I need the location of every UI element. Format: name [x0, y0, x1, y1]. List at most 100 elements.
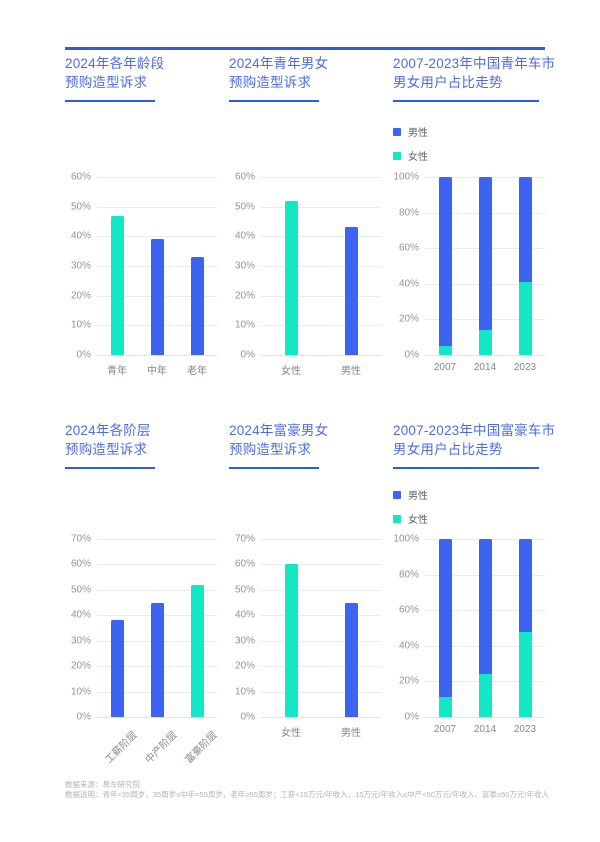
bars-layer [425, 539, 545, 717]
y-axis-tick-label: 0% [404, 711, 419, 723]
legend-label-female: 女性 [408, 515, 428, 526]
y-axis-tick-label: 40% [70, 230, 91, 242]
gridline [97, 206, 217, 208]
x-axis-label-slot: 2014 [465, 724, 505, 735]
x-axis-label: 工薪阶层 [103, 729, 140, 766]
gridline [261, 691, 381, 693]
stacked-bar [478, 177, 492, 355]
gridline [261, 589, 381, 591]
y-axis: 0% 10% 20% 30% 40% 50% 60% [229, 172, 261, 361]
gridline [261, 177, 381, 178]
band [261, 177, 321, 355]
bar [110, 620, 124, 717]
bars-layer [261, 177, 381, 355]
chart-title-line2: 预购造型诉求 [65, 74, 148, 90]
y-axis-tick-label: 30% [234, 635, 255, 647]
y-axis-tick-label: 20% [234, 660, 255, 672]
plot-area [425, 539, 545, 718]
y-axis-tick-label: 10% [234, 319, 255, 331]
gridline [261, 717, 381, 718]
gridline [261, 295, 381, 297]
legend-item-female: 女性 [393, 148, 545, 163]
x-axis-label: 2014 [473, 724, 497, 735]
chart-title-line1: 2007-2023年中国青年车市 [393, 56, 556, 71]
legend-spacer [229, 469, 381, 539]
gridline [261, 640, 381, 642]
x-axis-label: 女性 [281, 728, 301, 739]
bars-layer [97, 539, 217, 717]
gridline [425, 717, 545, 718]
bar-segment-male [478, 177, 492, 331]
gridline [261, 325, 381, 327]
bar-segment-male [478, 539, 492, 675]
x-axis-label-slot: 男性 [321, 724, 381, 739]
gridline [425, 355, 545, 356]
x-axis-label-slot: 2014 [465, 362, 505, 373]
bar-segment-female [438, 697, 452, 717]
x-axis-label-slot: 男性 [321, 362, 381, 377]
bar [190, 257, 204, 355]
y-axis-tick-label: 20% [398, 313, 419, 325]
stacked-bar [518, 177, 532, 355]
bars-layer [261, 539, 381, 717]
y-axis-tick-label: 40% [398, 640, 419, 652]
stacked-bar [438, 539, 452, 717]
y-axis-tick-label: 40% [234, 230, 255, 242]
y-axis-tick-label: 100% [393, 533, 419, 545]
legend-label-female: 女性 [408, 152, 428, 163]
report-content: 2024年各年龄段 预购造型诉求 0% 10% 20% 30% 40% 50% 60% 青年… [65, 47, 556, 768]
y-axis-tick-label: 20% [234, 290, 255, 302]
plot-area [425, 177, 545, 356]
y-axis-tick-label: 60% [234, 558, 255, 570]
y-axis-tick-label: 40% [70, 609, 91, 621]
y-axis-tick-label: 30% [70, 260, 91, 272]
chart-title-line1: 2007-2023年中国富豪车市 [393, 423, 556, 438]
y-axis-tick-label: 80% [398, 207, 419, 219]
y-axis-tick-label: 60% [398, 242, 419, 254]
bar-segment-female [478, 674, 492, 717]
legend-swatch-female-icon [393, 514, 401, 523]
legend: 男性 女性 [393, 469, 545, 539]
title-underline [65, 100, 155, 102]
legend-spacer [65, 102, 217, 177]
chart-title-line2: 预购造型诉求 [229, 441, 312, 457]
x-axis-labels: 2007 2014 2023 [425, 362, 545, 373]
band [137, 177, 177, 355]
y-axis-tick-label: 30% [234, 260, 255, 272]
title-underline [65, 467, 155, 469]
y-axis-tick-label: 10% [70, 686, 91, 698]
x-axis-label: 2007 [433, 362, 457, 373]
legend-item-male: 男性 [393, 487, 545, 502]
y-axis-tick-label: 40% [398, 278, 419, 290]
y-axis: 0% 10% 20% 30% 40% 50% 60% 70% [65, 534, 97, 723]
plot: 0% 10% 20% 30% 40% 50% 60% [229, 172, 381, 361]
chart-title: 2007-2023年中国富豪车市 男女用户占比走势 [393, 422, 556, 459]
legend-swatch-male-icon [393, 490, 401, 499]
title-underline [229, 467, 319, 469]
x-axis-labels: 2007 2014 2023 [425, 724, 545, 735]
chart-title-line2: 预购造型诉求 [65, 441, 148, 457]
legend-label-male: 男性 [408, 491, 428, 502]
y-axis-tick-label: 80% [398, 569, 419, 581]
band [177, 539, 217, 717]
x-axis-label-slot: 2023 [505, 362, 545, 373]
band [465, 539, 505, 717]
stacked-bar [438, 177, 452, 355]
y-axis-tick-label: 50% [234, 201, 255, 213]
band [321, 539, 381, 717]
plot: 0% 20% 40% 60% 80% 100% [393, 534, 545, 723]
x-axis-label: 富豪阶层 [183, 729, 220, 766]
band [425, 177, 465, 355]
plot: 0% 10% 20% 30% 40% 50% 60% 70% [65, 534, 217, 723]
bars-layer [97, 177, 217, 355]
gridline [97, 177, 217, 178]
bar-segment-male [438, 177, 452, 347]
gridline [97, 539, 217, 540]
charts-grid: 2024年各年龄段 预购造型诉求 0% 10% 20% 30% 40% 50% 60% 青年… [65, 47, 556, 768]
x-axis-labels: 女性 男性 [261, 362, 381, 377]
band [97, 177, 137, 355]
band [465, 177, 505, 355]
x-axis-label: 2023 [513, 362, 537, 373]
band [505, 539, 545, 717]
legend-swatch-male-icon [393, 127, 401, 136]
